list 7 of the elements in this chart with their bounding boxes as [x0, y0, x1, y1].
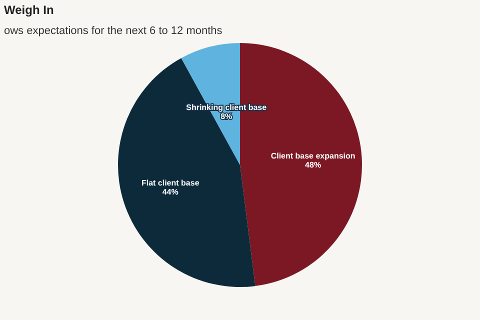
data-label: 44%: [162, 188, 178, 197]
data-label: 8%: [220, 112, 232, 121]
data-label: 48%: [305, 160, 322, 170]
chart-title: Weigh In: [4, 3, 54, 17]
slice-label: Client base expansion: [270, 151, 356, 160]
chart-subtitle: ows expectations for the next 6 to 12 months: [4, 25, 223, 37]
slice-label: Flat client base: [141, 178, 200, 188]
